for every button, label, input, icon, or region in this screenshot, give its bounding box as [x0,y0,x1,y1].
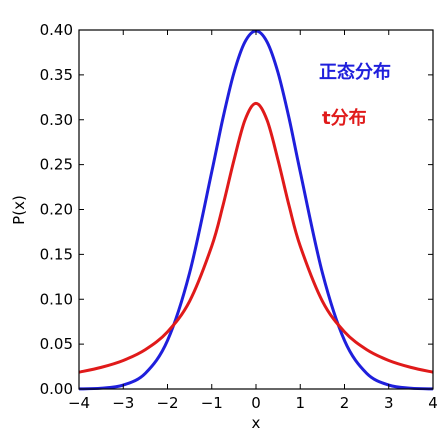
x-tick-label: −4 [68,394,90,412]
ticks-layer: −4 −3 −2 −1 0 1 2 3 4 0.00 0.05 0.10 0.15 0.20 0.25 0.3… [40,21,438,412]
series-label-t: t分布 [322,107,367,129]
y-tick-label: 0.05 [40,335,73,353]
x-tick-label: 3 [384,394,394,412]
y-tick-label: 0.35 [40,66,73,84]
x-axis-label: x [252,414,261,432]
y-axis-label: P(x) [10,195,28,225]
y-tick-label: 0.25 [40,156,73,174]
x-tick-label: −3 [112,394,134,412]
curves-layer [78,29,434,391]
series-line-normal [78,29,434,391]
y-tick-label: 0.15 [40,245,73,263]
y-tick-label: 0.20 [40,201,73,219]
series-line-t [78,101,434,374]
x-tick-label: −1 [201,394,223,412]
y-tick-label: 0.40 [40,21,73,39]
y-tick-label: 0.30 [40,111,73,129]
x-tick-label: 0 [251,394,261,412]
x-tick-label: 4 [428,394,438,412]
x-tick-label: 1 [295,394,305,412]
y-tick-label: 0.00 [40,380,73,398]
series-label-normal: 正态分布 [319,61,391,83]
y-tick-label: 0.10 [40,290,73,308]
x-tick-label: −2 [156,394,178,412]
plot-frame [78,29,434,390]
x-tick-label: 2 [340,394,350,412]
